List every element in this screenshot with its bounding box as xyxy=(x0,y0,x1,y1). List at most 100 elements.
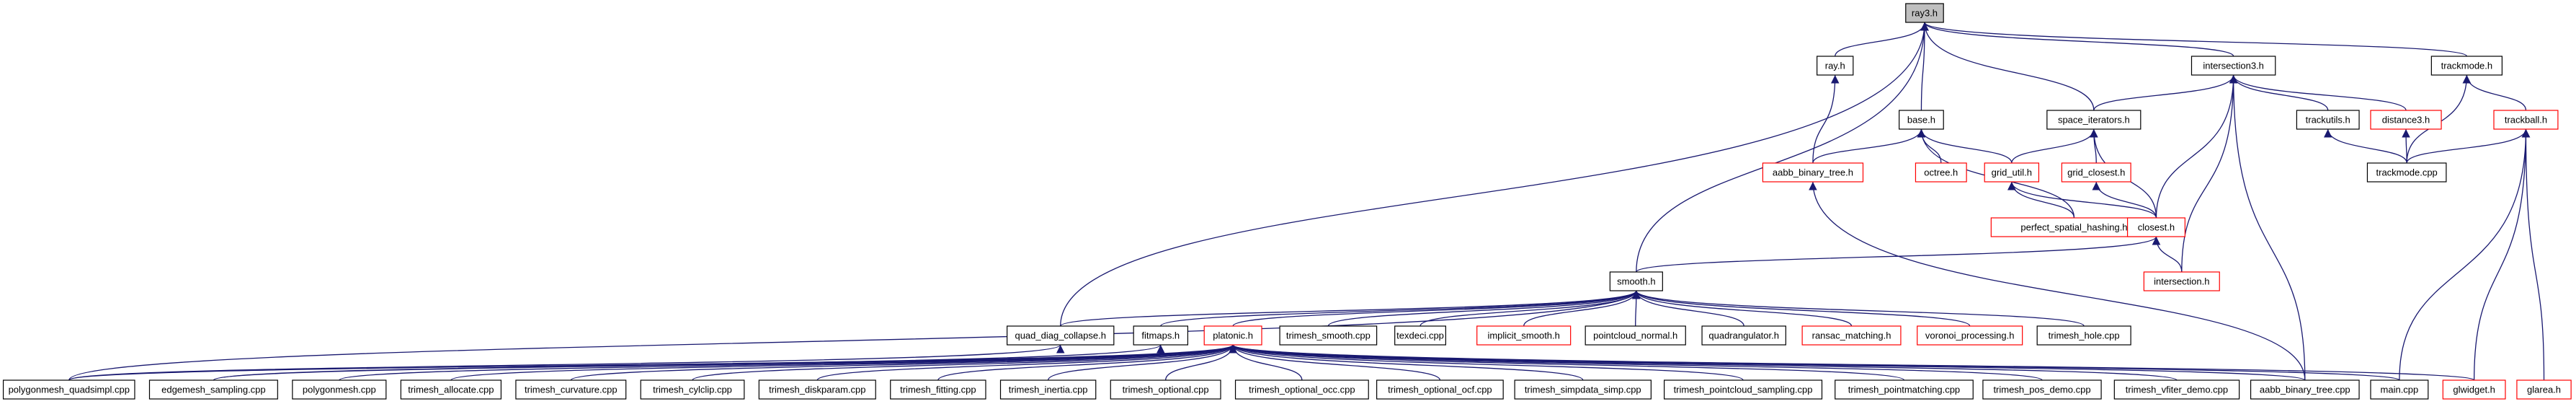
node-label: trimesh_optional_ocf.cpp xyxy=(1388,384,1492,395)
file-node[interactable]: trimesh_cylclip.cpp xyxy=(640,379,745,400)
file-node[interactable]: voronoi_processing.h xyxy=(1917,325,2023,346)
file-node[interactable]: space_iterators.h xyxy=(2046,110,2142,130)
node-box xyxy=(2036,325,2131,346)
file-node[interactable]: grid_util.h xyxy=(1984,162,2040,183)
node-box xyxy=(2113,379,2240,400)
file-node[interactable]: trimesh_optional.cpp xyxy=(1110,379,1221,400)
include-edge xyxy=(1920,22,2234,57)
file-node[interactable]: polygonmesh_quadsimpl.cpp xyxy=(2,379,135,400)
file-node[interactable]: intersection.h xyxy=(2143,271,2220,291)
file-node[interactable]: glarea.h xyxy=(2516,379,2572,400)
file-node[interactable]: ray3.h xyxy=(1905,3,1944,23)
node-label: polygonmesh.cpp xyxy=(303,384,376,395)
file-node[interactable]: fitmaps.h xyxy=(1133,325,1189,346)
include-edge xyxy=(2406,128,2531,164)
file-node[interactable]: trimesh_optional_ocf.cpp xyxy=(1376,379,1504,400)
file-node[interactable]: trackmode.h xyxy=(2430,56,2503,76)
include-edge xyxy=(1917,128,2013,164)
include-edge xyxy=(1232,290,1641,327)
node-box xyxy=(2516,379,2572,400)
file-node[interactable]: trackball.h xyxy=(2493,110,2559,130)
node-box xyxy=(1279,325,1378,346)
include-edge xyxy=(1327,290,1641,327)
file-node[interactable]: implicit_smooth.h xyxy=(1476,325,1572,346)
include-edge xyxy=(213,344,1237,381)
file-node[interactable]: trimesh_hole.cpp xyxy=(2036,325,2131,346)
file-node[interactable]: main.cpp xyxy=(2370,379,2429,400)
file-node[interactable]: ransac_matching.h xyxy=(1801,325,1902,346)
file-node[interactable]: octree.h xyxy=(1915,162,1967,183)
file-node[interactable]: glwidget.h xyxy=(2442,379,2506,400)
file-node[interactable]: quadrangulator.h xyxy=(1701,325,1786,346)
file-node[interactable]: aabb_binary_tree.cpp xyxy=(2250,379,2360,400)
include-edge xyxy=(1632,290,2085,327)
node-box xyxy=(1203,325,1262,346)
file-node[interactable]: trimesh_smooth.cpp xyxy=(1279,325,1378,346)
node-box xyxy=(1514,379,1652,400)
node-box xyxy=(2442,379,2506,400)
file-node[interactable]: distance3.h xyxy=(2370,110,2442,130)
file-node[interactable]: grid_closest.h xyxy=(2061,162,2131,183)
include-edge xyxy=(692,344,1237,381)
node-label: main.cpp xyxy=(2381,384,2419,395)
file-node[interactable]: pointcloud_normal.h xyxy=(1585,325,1686,346)
include-edge xyxy=(450,344,1237,381)
node-label: platonic.h xyxy=(1213,330,1253,341)
node-box xyxy=(2046,110,2142,130)
node-label: aabb_binary_tree.h xyxy=(1773,167,1853,177)
node-box xyxy=(1701,325,1786,346)
include-edge xyxy=(2462,74,2527,111)
node-label: closest.h xyxy=(2138,221,2175,232)
include-edge xyxy=(1160,290,1641,327)
include-edge xyxy=(2229,74,2306,381)
file-node[interactable]: base.h xyxy=(1899,110,1944,130)
file-node[interactable]: trackmode.cpp xyxy=(2366,162,2447,183)
include-edge xyxy=(1632,290,1744,327)
file-node[interactable]: aabb_binary_tree.h xyxy=(1762,162,1864,183)
node-box xyxy=(2250,379,2360,400)
node-label: voronoi_processing.h xyxy=(1925,330,2015,341)
file-node[interactable]: trimesh_pointcloud_sampling.cpp xyxy=(1664,379,1823,400)
include-edge xyxy=(1229,344,2043,381)
file-node[interactable]: trimesh_vfiter_demo.cpp xyxy=(2113,379,2240,400)
include-edge xyxy=(2229,74,2407,111)
file-node[interactable]: trimesh_fitting.cpp xyxy=(890,379,986,400)
node-label: perfect_spatial_hashing.h xyxy=(2020,221,2127,232)
nodes: ray3.h ray.h intersection3.h trackmode.h bas… xyxy=(2,3,2572,400)
node-label: trackball.h xyxy=(2505,114,2547,125)
file-node[interactable]: trackutils.h xyxy=(2296,110,2360,130)
file-node[interactable]: trimesh_allocate.cpp xyxy=(400,379,502,400)
file-node[interactable]: closest.h xyxy=(2126,217,2185,237)
node-label: fitmaps.h xyxy=(1141,330,1180,341)
node-box xyxy=(292,379,387,400)
file-node[interactable]: polygonmesh.cpp xyxy=(292,379,387,400)
node-box xyxy=(1476,325,1572,346)
file-node[interactable]: texdeci.cpp xyxy=(1394,325,1446,346)
file-node[interactable]: trimesh_inertia.cpp xyxy=(999,379,1097,400)
file-node[interactable]: platonic.h xyxy=(1203,325,1262,346)
include-edge xyxy=(1229,344,1744,381)
node-label: pointcloud_normal.h xyxy=(1593,330,1677,341)
file-node[interactable]: trimesh_simpdata_simp.cpp xyxy=(1514,379,1652,400)
file-node[interactable]: trimesh_optional_occ.cpp xyxy=(1234,379,1369,400)
node-box xyxy=(515,379,627,400)
node-label: octree.h xyxy=(1924,167,1958,177)
node-box xyxy=(1817,56,1854,76)
node-box xyxy=(1664,379,1823,400)
file-node[interactable]: trimesh_curvature.cpp xyxy=(515,379,627,400)
node-box xyxy=(1835,379,1974,400)
node-box xyxy=(2061,162,2131,183)
include-edge xyxy=(1917,128,1942,164)
include-edge xyxy=(1229,344,2475,381)
file-node[interactable]: intersection3.h xyxy=(2191,56,2276,76)
node-box xyxy=(1609,271,1663,291)
file-node[interactable]: quad_diag_collapse.h xyxy=(1007,325,1115,346)
file-node[interactable]: trimesh_pos_demo.cpp xyxy=(1982,379,2102,400)
file-node[interactable]: ray.h xyxy=(1817,56,1854,76)
file-node[interactable]: trimesh_pointmatching.cpp xyxy=(1835,379,1974,400)
file-node[interactable]: edgemesh_sampling.cpp xyxy=(148,379,278,400)
file-node[interactable]: smooth.h xyxy=(1609,271,1663,291)
file-node[interactable]: trimesh_diskparam.cpp xyxy=(758,379,876,400)
node-label: trimesh_vfiter_demo.cpp xyxy=(2126,384,2228,395)
node-label: trimesh_diskparam.cpp xyxy=(769,384,865,395)
